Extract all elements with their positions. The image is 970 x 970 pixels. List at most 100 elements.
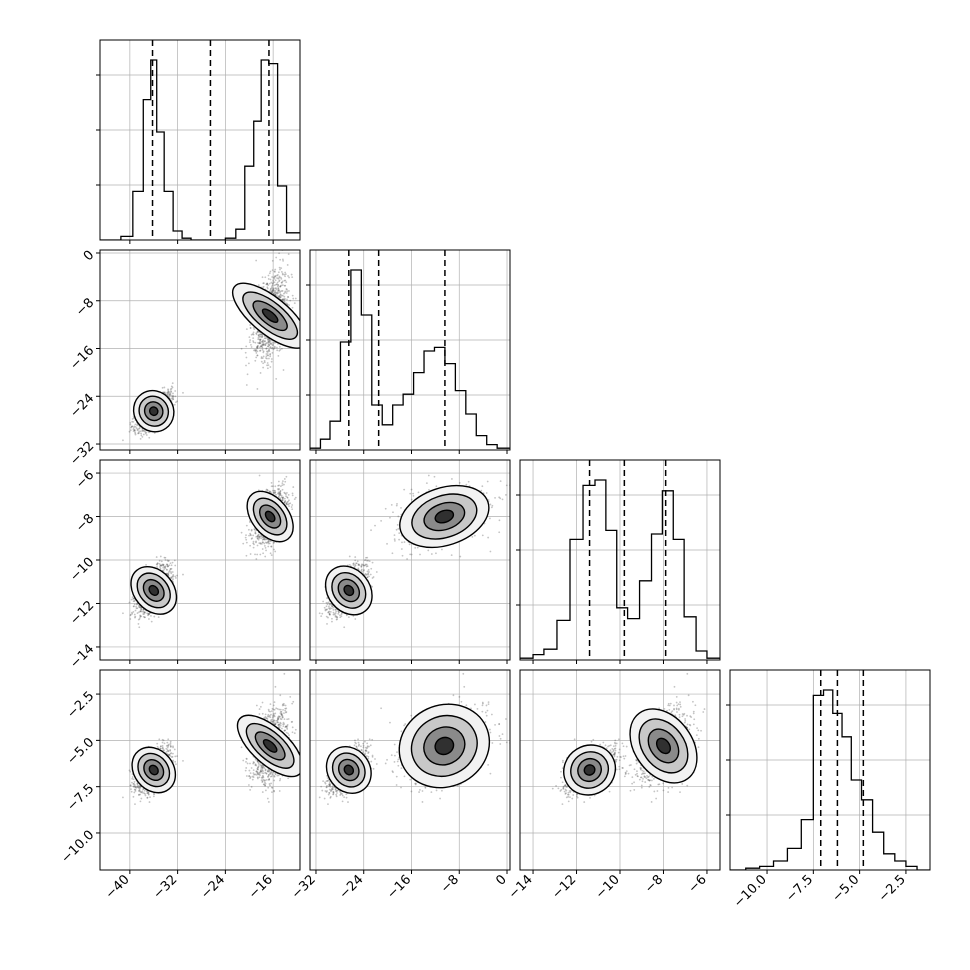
sample-point (272, 489, 274, 492)
sample-point (269, 352, 272, 355)
sample-point (286, 496, 289, 499)
sample-point (244, 536, 247, 539)
sample-point (267, 541, 269, 544)
sample-point (273, 281, 276, 284)
sample-point (277, 289, 280, 292)
sample-point (252, 337, 255, 339)
sample-point (249, 326, 252, 329)
sample-point (155, 556, 158, 558)
sample-point (265, 488, 268, 491)
sample-point (289, 502, 292, 505)
sample-point (260, 334, 262, 336)
sample-point (264, 546, 267, 549)
sample-point (281, 347, 283, 350)
sample-point (269, 270, 272, 273)
sample-point (272, 281, 275, 283)
sample-point (261, 344, 264, 347)
sample-point (291, 504, 294, 506)
sample-point (280, 494, 283, 497)
sample-point (266, 337, 269, 340)
sample-point (256, 345, 259, 348)
sample-point (370, 567, 373, 570)
sample-point (260, 535, 262, 538)
sample-point (284, 500, 287, 503)
sample-point (257, 536, 259, 539)
sample-point (156, 562, 159, 565)
histogram-line (100, 59, 300, 240)
sample-point (276, 274, 278, 277)
sample-point (254, 341, 257, 344)
sample-point (292, 486, 295, 488)
sample-point (330, 607, 333, 610)
sample-point (169, 392, 172, 395)
sample-point (167, 560, 170, 563)
sample-point (153, 615, 156, 618)
sample-point (156, 563, 159, 566)
sample-point (172, 396, 174, 399)
sample-point (164, 566, 166, 569)
sample-point (170, 571, 172, 573)
sample-point (281, 484, 284, 487)
sample-point (171, 386, 174, 389)
sample-point (283, 273, 286, 276)
sample-point (271, 351, 274, 354)
sample-point (281, 488, 284, 491)
sample-point (141, 435, 144, 438)
sample-point (280, 496, 283, 499)
sample-point (264, 342, 267, 345)
sample-point (172, 395, 174, 398)
sample-point (168, 393, 171, 396)
sample-point (283, 300, 286, 302)
sample-point (278, 295, 281, 297)
sample-point (264, 538, 267, 541)
y-tick-label: −32 (67, 439, 97, 469)
sample-point (134, 423, 137, 426)
sample-point (159, 555, 162, 558)
sample-point (133, 603, 136, 606)
sample-point (166, 563, 169, 566)
sample-point (141, 610, 144, 613)
sample-point (282, 496, 284, 499)
sample-point (258, 535, 261, 538)
sample-point (168, 564, 171, 567)
sample-point (268, 350, 271, 353)
sample-point (284, 291, 286, 294)
sample-point (278, 488, 281, 490)
sample-point (258, 474, 261, 477)
sample-point (261, 334, 264, 336)
sample-point (260, 356, 263, 358)
sample-point (260, 333, 262, 336)
sample-point (162, 564, 164, 567)
sample-point (257, 344, 259, 347)
sample-point (170, 385, 173, 388)
sample-point (266, 345, 269, 348)
sample-point (288, 499, 290, 502)
sample-point (290, 273, 293, 276)
sample-point (274, 270, 276, 273)
sample-point (283, 497, 286, 500)
sample-point (140, 608, 143, 611)
sample-point (284, 271, 287, 274)
sample-point (163, 391, 166, 394)
sample-point (250, 344, 252, 346)
panel-frame (99, 249, 301, 451)
y-tick-label: 0 (81, 248, 97, 264)
sample-point (271, 282, 274, 285)
sample-point (133, 425, 136, 428)
sample-point (249, 327, 252, 330)
sample-point (279, 285, 282, 288)
sample-point (262, 343, 265, 346)
sample-point (158, 563, 161, 565)
sample-point (173, 559, 176, 562)
sample-point (254, 350, 257, 352)
sample-point (147, 612, 150, 615)
sample-point (255, 346, 258, 349)
sample-point (163, 568, 166, 571)
sample-point (245, 356, 248, 359)
sample-point (279, 494, 282, 497)
sample-point (279, 348, 282, 351)
sample-point (169, 393, 172, 396)
sample-point (277, 491, 280, 494)
sample-point (169, 388, 172, 391)
sample-point (286, 290, 289, 293)
